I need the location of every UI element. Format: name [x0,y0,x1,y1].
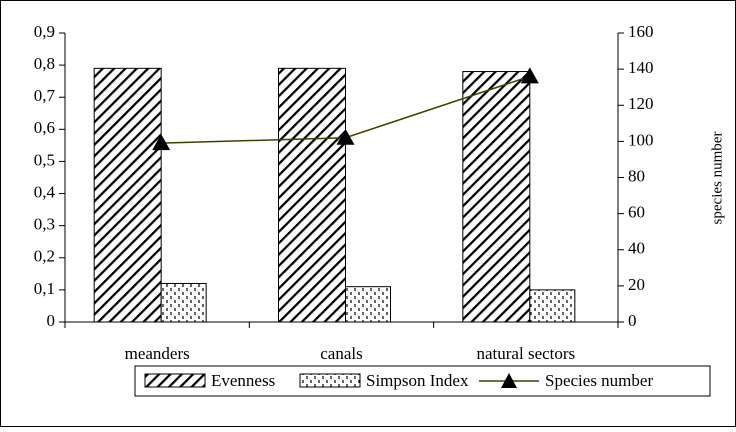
bar [278,67,346,323]
bar [93,67,162,323]
y2-tick-label: 140 [628,58,654,77]
y-tick-label: 0,7 [34,86,56,105]
y2-tick-label: 40 [628,239,645,258]
y-tick-label: 0,9 [34,22,55,41]
y-tick-label: 0,4 [34,182,56,201]
y-tick-label: 0,5 [34,150,55,169]
y2-tick-label: 120 [628,94,654,113]
y2-tick-label: 160 [628,22,654,41]
y-tick-label: 0,1 [34,279,55,298]
x-tick-label: meanders [125,344,190,363]
legend-label: Species number [545,371,653,390]
y2-tick-label: 100 [628,130,654,149]
x-tick-label: natural sectors [477,344,576,363]
legend-swatch [299,373,361,388]
y2-tick-label: 80 [628,166,645,185]
legend-marker [501,373,517,388]
bar [345,286,391,323]
y-tick-label: 0,2 [34,247,55,266]
legend [134,365,711,397]
y-tick-label: 0,3 [34,215,55,234]
legend-label: Simpson Index [366,371,469,390]
y-tick-label: 0 [47,311,56,330]
bar [529,289,576,323]
y2-tick-label: 20 [628,275,645,294]
y2-tick-label: 60 [628,203,645,222]
legend-label: Evenness [211,371,275,390]
marker [520,67,539,84]
bar [462,71,531,323]
legend-swatch [144,373,206,388]
x-tick-label: canals [320,344,362,363]
bar [160,282,207,323]
marker [336,128,355,145]
y2-axis-label: species number [709,132,725,225]
y2-tick-label: 0 [628,311,637,330]
marker [152,134,171,151]
y-tick-label: 0,6 [34,118,55,137]
y-tick-label: 0,8 [34,54,55,73]
